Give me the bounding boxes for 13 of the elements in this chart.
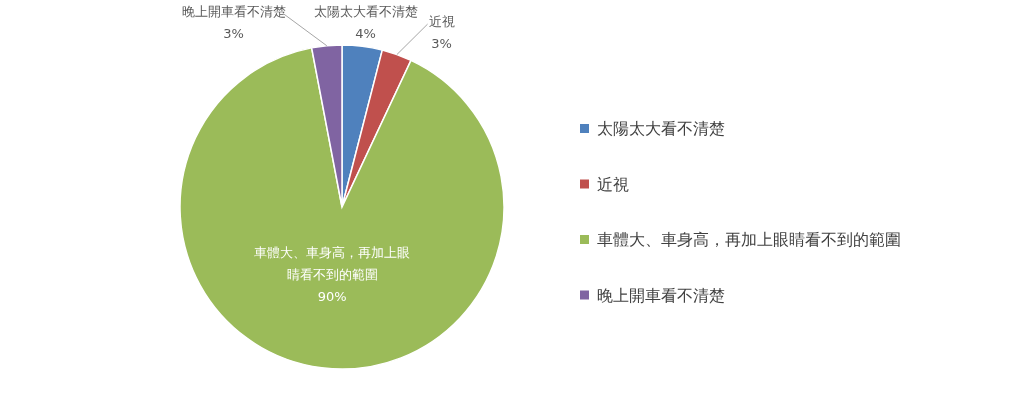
slice-label: 車體大、車身高，再加上眼睛看不到的範圍 xyxy=(253,244,412,285)
data-label: 4% xyxy=(355,26,376,42)
slice-label: 晚上開車看不清楚 xyxy=(181,3,286,19)
pie-slice xyxy=(179,47,505,370)
slice-label: 太陽太大看不清楚 xyxy=(313,4,418,20)
legend-label: 近視 xyxy=(597,174,629,194)
legend-label: 晚上開車看不清楚 xyxy=(597,285,725,305)
legend-label: 車體大、車身高，再加上眼睛看不到的範圍 xyxy=(597,230,901,249)
data-label: 90% xyxy=(316,288,348,307)
legend-label: 太陽太大看不清楚 xyxy=(597,119,725,138)
data-label: 3% xyxy=(223,25,244,41)
slice-label: 近視 xyxy=(428,14,455,30)
data-label: 3% xyxy=(431,36,452,52)
